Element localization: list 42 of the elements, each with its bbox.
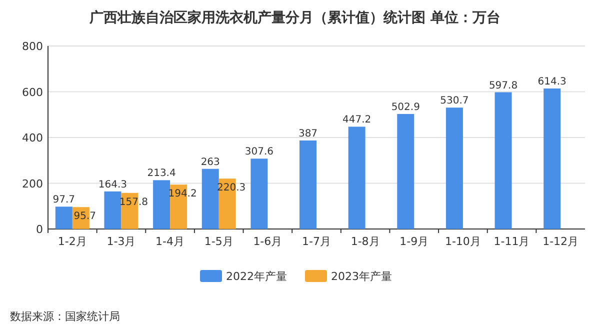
- x-tick-label: 1-10月: [444, 235, 481, 248]
- bar: [300, 140, 316, 229]
- x-tick-label: 1-7月: [302, 235, 331, 248]
- y-tick-label: 800: [22, 40, 43, 53]
- y-tick-label: 600: [22, 86, 43, 99]
- data-label: 597.8: [488, 80, 518, 92]
- x-tick-label: 1-3月: [106, 235, 136, 248]
- x-tick-label: 1-2月: [58, 235, 87, 248]
- legend-label: 2022年产量: [226, 270, 287, 283]
- bar: [544, 88, 561, 229]
- chart-title: 广西壮族自治区家用洗衣机产量分月（累计值）统计图 单位：万台: [88, 9, 500, 26]
- data-label: 530.7: [440, 96, 469, 107]
- bar: [153, 180, 170, 229]
- bar: [446, 108, 463, 229]
- data-label: 213.4: [147, 168, 176, 180]
- data-label: 614.3: [538, 76, 566, 88]
- bar: [55, 206, 72, 229]
- x-tick-label: 1-11月: [494, 235, 530, 248]
- data-label: 263: [200, 156, 220, 168]
- x-tick-label: 1-6月: [253, 235, 282, 248]
- data-label: 447.2: [342, 114, 372, 126]
- y-tick-label: 400: [22, 132, 43, 144]
- bar: [348, 126, 366, 229]
- bar: [104, 191, 122, 229]
- source-note: 数据来源：国家统计局: [10, 310, 120, 323]
- x-tick-label: 1-9月: [400, 235, 429, 248]
- bar: [494, 92, 512, 229]
- bar: [202, 168, 219, 229]
- x-tick-label: 1-5月: [204, 235, 234, 248]
- x-tick-label: 1-12月: [542, 235, 579, 248]
- data-label: 502.9: [391, 102, 420, 113]
- x-tick-label: 1-4月: [156, 235, 185, 248]
- y-tick-label: 0: [36, 223, 43, 236]
- data-label: 97.7: [52, 194, 76, 206]
- bar: [250, 158, 268, 229]
- data-label: 307.6: [244, 146, 274, 158]
- data-label: 164.3: [98, 179, 128, 190]
- bar: [397, 114, 414, 229]
- legend-label: 2023年产量: [331, 270, 392, 283]
- x-tick-label: 1-8月: [350, 235, 380, 248]
- y-tick-label: 200: [22, 177, 43, 190]
- data-label: 387: [298, 128, 318, 140]
